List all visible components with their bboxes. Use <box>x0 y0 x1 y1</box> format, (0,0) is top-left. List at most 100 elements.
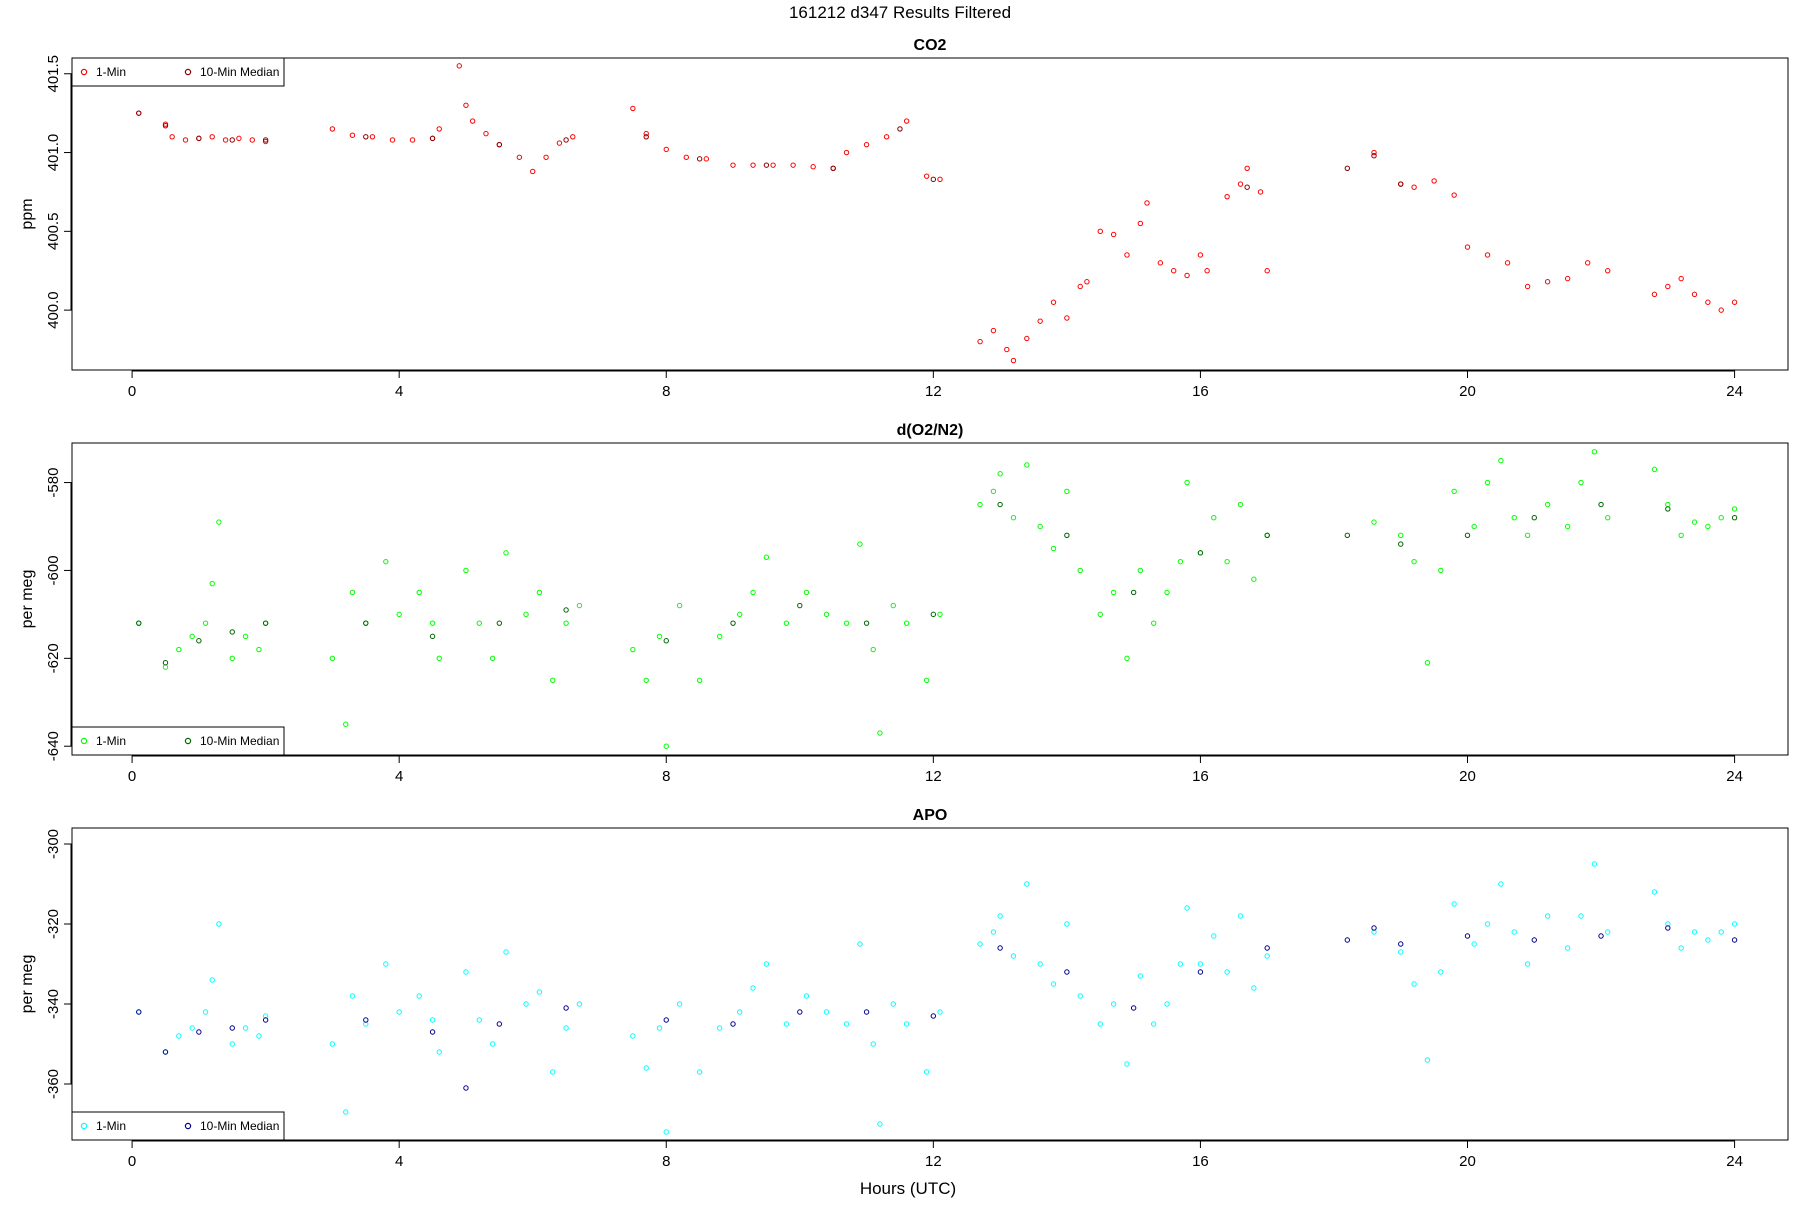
data-point <box>503 550 509 556</box>
data-point <box>1524 532 1531 538</box>
data-point <box>770 162 776 168</box>
data-point <box>1484 921 1491 927</box>
data-point <box>797 602 803 609</box>
data-point <box>1344 532 1351 538</box>
data-point <box>663 146 669 153</box>
data-point <box>136 110 142 116</box>
data-point <box>1144 200 1150 206</box>
data-point <box>1064 921 1070 927</box>
data-point <box>1424 660 1431 666</box>
y-axis-label: per meg <box>19 570 36 629</box>
data-point <box>877 730 883 736</box>
data-point <box>1591 449 1598 455</box>
data-point <box>1264 953 1270 959</box>
legend: 1-Min 10-Min Median <box>71 57 285 87</box>
data-point <box>429 633 436 640</box>
data-point <box>1398 949 1404 955</box>
data-point <box>216 519 222 525</box>
data-point <box>1130 589 1137 596</box>
data-point <box>169 134 175 140</box>
data-point <box>890 1001 896 1007</box>
data-point <box>182 137 189 143</box>
data-point <box>923 677 930 683</box>
legend-marker <box>184 68 192 76</box>
data-point <box>676 1001 683 1007</box>
series-ten-min-median <box>136 925 1738 1091</box>
data-point <box>1471 941 1477 947</box>
data-point <box>229 1041 235 1047</box>
data-point <box>1164 589 1170 596</box>
data-point <box>863 620 870 626</box>
data-point <box>1371 152 1377 159</box>
data-point <box>476 620 482 626</box>
data-point <box>1344 937 1351 943</box>
data-point <box>1464 244 1471 250</box>
data-point <box>1204 268 1210 274</box>
data-point <box>750 985 756 991</box>
data-point <box>1110 1001 1117 1007</box>
data-point <box>516 154 523 160</box>
data-point <box>349 993 356 999</box>
data-point <box>977 941 983 947</box>
x-tick-label: 16 <box>1192 383 1209 400</box>
data-point <box>643 134 649 140</box>
data-point <box>436 655 442 662</box>
data-point <box>489 1041 496 1047</box>
data-point <box>1077 993 1083 999</box>
data-point <box>937 611 943 618</box>
data-point <box>1411 981 1417 987</box>
plot-frame <box>71 57 1789 371</box>
data-point <box>202 1009 209 1015</box>
data-point <box>643 677 649 683</box>
y-tick-label: -340 <box>45 989 62 1019</box>
data-point <box>737 611 743 618</box>
data-point <box>563 620 569 626</box>
data-point <box>1184 272 1190 279</box>
data-point <box>1498 457 1504 464</box>
data-point <box>349 589 356 596</box>
data-point <box>222 137 229 143</box>
data-point <box>363 134 369 140</box>
data-point <box>810 164 816 170</box>
legend-label: 1-Min <box>96 734 126 748</box>
data-point <box>1124 252 1130 258</box>
data-point <box>1511 929 1517 935</box>
x-tick-label: 0 <box>128 1153 136 1170</box>
data-point <box>997 501 1003 508</box>
x-tick-label: 12 <box>925 768 942 785</box>
data-point <box>1731 921 1738 927</box>
data-point <box>1224 558 1230 565</box>
data-point <box>1605 268 1611 274</box>
y-tick-label: -320 <box>45 909 62 939</box>
data-point <box>162 1049 169 1055</box>
data-point <box>1651 889 1658 895</box>
data-point <box>750 162 756 168</box>
data-point <box>857 941 863 947</box>
data-point <box>429 1029 436 1035</box>
legend-label: 1-Min <box>96 65 126 79</box>
data-point <box>1264 945 1270 951</box>
data-point <box>763 162 770 168</box>
x-tick-label: 16 <box>1192 768 1209 785</box>
data-point <box>930 1013 937 1019</box>
data-point <box>997 945 1003 951</box>
data-point <box>1371 519 1377 525</box>
data-point <box>256 1033 262 1039</box>
data-point <box>797 1009 803 1015</box>
data-point <box>990 929 997 935</box>
data-point <box>1524 283 1531 290</box>
data-point <box>803 589 810 596</box>
data-point <box>363 1017 369 1023</box>
data-point <box>1137 567 1144 574</box>
panel-2: d(O2/N2) per meg 0 4 8 12 16 20 24 -640 -620 -600 -5… <box>19 422 1789 785</box>
data-point <box>1464 532 1471 538</box>
data-point <box>249 137 255 143</box>
x-tick-label: 16 <box>1192 1153 1209 1170</box>
data-point <box>870 646 876 653</box>
figure-title: 161212 d347 Results Filtered <box>789 3 1011 22</box>
data-point <box>1471 523 1477 530</box>
data-point <box>1077 567 1083 574</box>
x-tick-label: 4 <box>395 1153 403 1170</box>
legend-marker <box>184 1122 192 1130</box>
data-point <box>716 633 723 640</box>
